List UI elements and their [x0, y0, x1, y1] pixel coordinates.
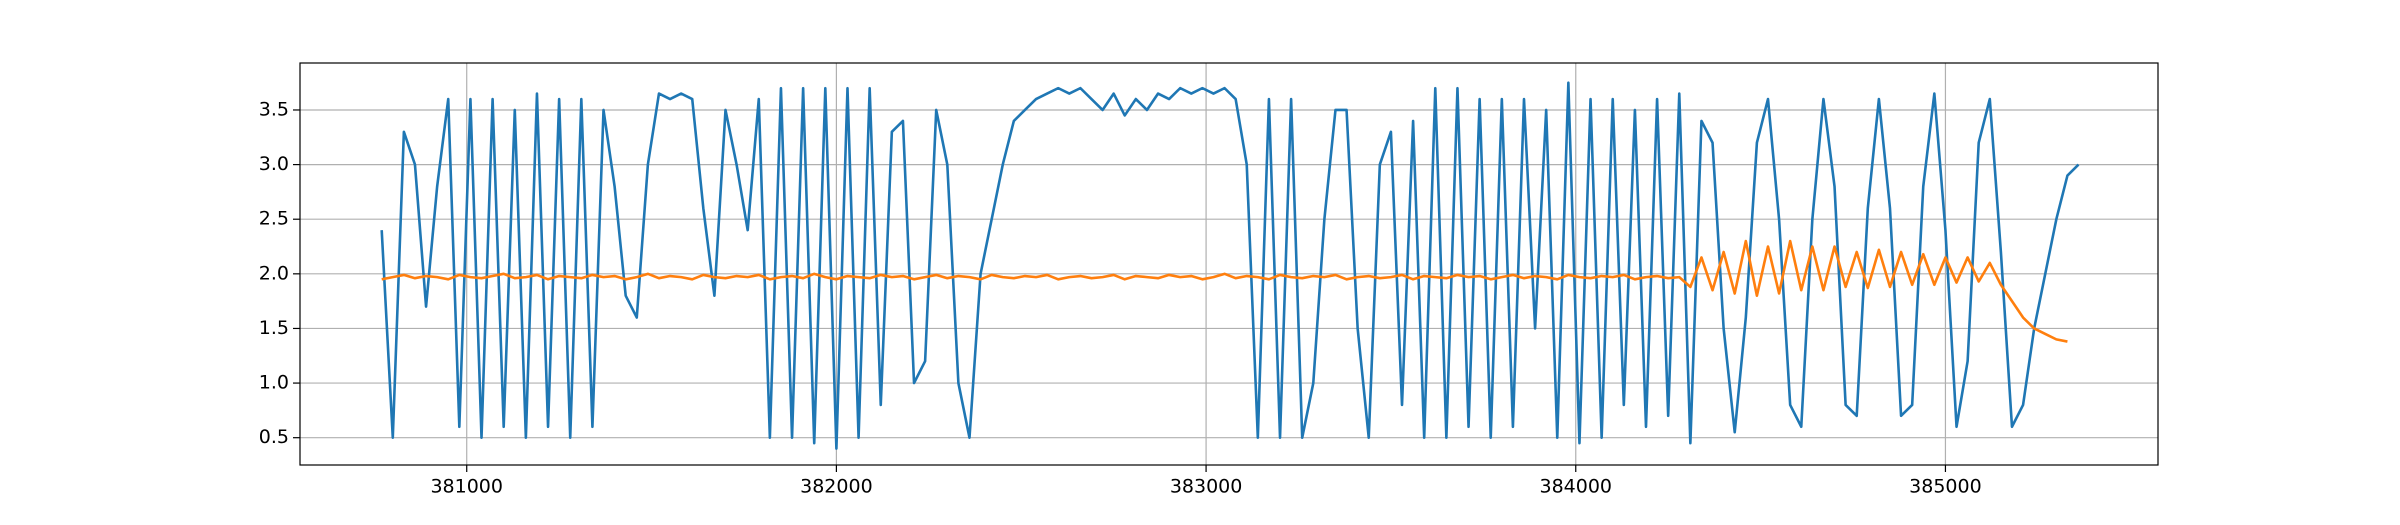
y-tick-label: 0.5 [259, 426, 289, 448]
x-tick-label: 382000 [800, 476, 873, 498]
x-tick-label: 383000 [1170, 476, 1243, 498]
y-tick-label: 1.5 [259, 317, 289, 339]
x-tick-label: 385000 [1909, 476, 1982, 498]
x-tick-label: 384000 [1539, 476, 1612, 498]
y-tick-label: 1.0 [259, 372, 289, 394]
plot-frame [299, 62, 2159, 466]
line-series [381, 239, 2068, 343]
y-tick-label: 2.0 [259, 262, 289, 284]
x-tick-label: 381000 [430, 476, 503, 498]
y-tick-label: 2.5 [259, 208, 289, 230]
line-series [380, 81, 2080, 450]
y-tick-label: 3.0 [259, 153, 289, 175]
y-tick-label: 3.5 [259, 98, 289, 120]
